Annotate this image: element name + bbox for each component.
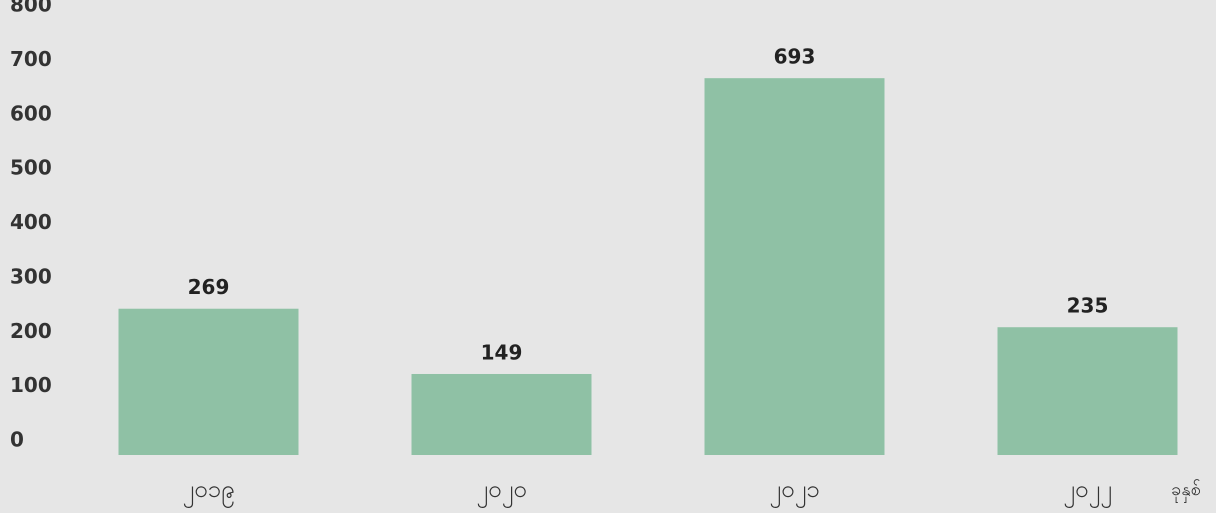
bar bbox=[118, 308, 299, 455]
y-tick-label: 800 bbox=[10, 0, 52, 17]
y-tick-label: 700 bbox=[10, 47, 52, 71]
y-tick-label: 400 bbox=[10, 210, 52, 234]
x-tick-label: ၂၀၂၂ bbox=[1063, 475, 1112, 508]
y-tick-label: 100 bbox=[10, 373, 52, 397]
value-label: 693 bbox=[774, 45, 816, 69]
bar bbox=[704, 78, 885, 456]
y-tick-label: 0 bbox=[10, 428, 24, 452]
y-tick-label: 300 bbox=[10, 264, 52, 288]
value-label: 269 bbox=[188, 275, 230, 299]
y-tick-label: 500 bbox=[10, 156, 52, 180]
value-label: 235 bbox=[1067, 294, 1109, 318]
bar bbox=[997, 327, 1178, 455]
y-tick-label: 200 bbox=[10, 319, 52, 343]
bar bbox=[411, 373, 592, 455]
value-label: 149 bbox=[481, 340, 523, 364]
x-tick-label: ၂၀၁၉ bbox=[182, 475, 234, 508]
y-tick-label: 600 bbox=[10, 101, 52, 125]
x-axis-label: ခုနှစ် bbox=[1171, 479, 1201, 503]
x-tick-label: ၂၀၂၁ bbox=[769, 475, 820, 508]
x-tick-label: ၂၀၂၀ bbox=[476, 475, 527, 508]
